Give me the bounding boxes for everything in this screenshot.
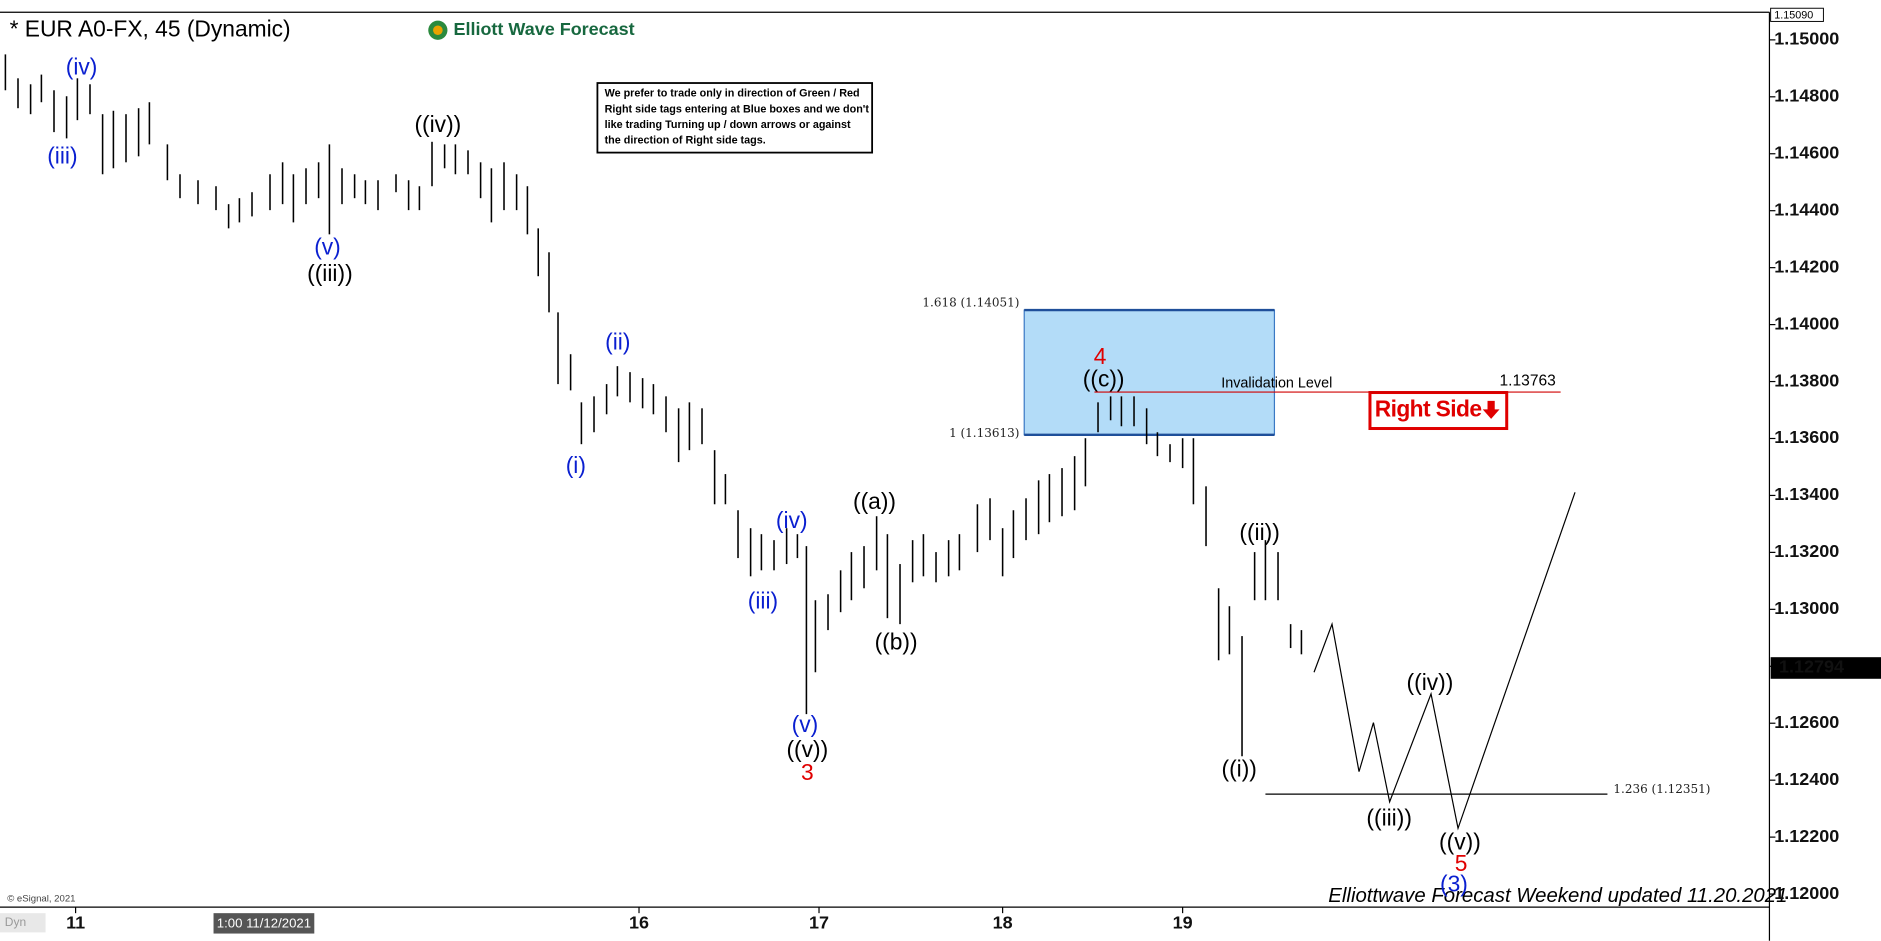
invalidation-label: Invalidation Level: [1221, 375, 1332, 391]
x-tick-label: 11: [66, 913, 85, 933]
wave-label: (v): [792, 711, 819, 737]
wave-label: ((i)): [1221, 755, 1256, 781]
y-tick-label: 1.12400: [1774, 769, 1839, 789]
y-tick-label: 1.13400: [1774, 484, 1839, 504]
wave-label: (iii): [748, 587, 778, 613]
tag-arrow: [1482, 400, 1500, 419]
last-price-box: [1770, 657, 1881, 679]
extension-label: 1.236 (1.12351): [1613, 782, 1710, 796]
y-tick-label: 1.14600: [1774, 143, 1839, 163]
x-tick-label: 18: [993, 913, 1013, 933]
wave-label: 5: [1455, 850, 1468, 876]
note-line: We prefer to trade only in direction of …: [605, 88, 860, 100]
wave-label: (ii): [605, 328, 630, 354]
wave-label: ((c)): [1083, 366, 1125, 392]
logo-icon-core: [433, 25, 443, 36]
wave-label: ((v)): [1439, 829, 1481, 855]
wave-label: ((iv)): [414, 111, 461, 137]
y-tick-label: 1.13600: [1774, 427, 1839, 447]
chart-title: * EUR A0-FX, 45 (Dynamic): [10, 15, 291, 41]
wave-label: ((iii)): [1366, 805, 1412, 831]
invalidation-value: 1.13763: [1500, 372, 1556, 389]
wave-label: ((a)): [853, 488, 896, 514]
y-tick-label: 1.13200: [1774, 541, 1839, 561]
y-tick-label: 1.14400: [1774, 199, 1839, 219]
copyright: © eSignal, 2021: [7, 893, 75, 904]
y-tick-label: 1.12600: [1774, 712, 1839, 732]
wave-label: (i): [566, 452, 586, 478]
footer: Elliottwave Forecast Weekend updated 11.…: [1328, 885, 1787, 907]
note-line: the direction of Right side tags.: [605, 134, 766, 146]
wave-label: ((iv)): [1407, 669, 1454, 695]
y-tick-label: 1.14800: [1774, 86, 1839, 106]
note-line: Right side tags entering at Blue boxes a…: [605, 103, 870, 115]
mode-label: Dyn: [5, 915, 26, 929]
wave-label: ((ii)): [1239, 519, 1279, 545]
y-tick-label: 1.13000: [1774, 598, 1839, 618]
y-tick-label: 1.14000: [1774, 313, 1839, 333]
wave-label: (iv): [66, 54, 98, 80]
wave-label: (iii): [47, 142, 77, 168]
x-tick-label: 19: [1173, 913, 1193, 933]
projection-path: [1313, 492, 1576, 831]
cursor-time: 1:00 11/12/2021: [217, 915, 311, 930]
y-tick-label: 1.13800: [1774, 370, 1839, 390]
y-tick-label: 1.14200: [1774, 256, 1839, 276]
target-box: [1023, 309, 1276, 436]
top-marker-label: 1.15090: [1774, 9, 1813, 21]
brand: Elliott Wave Forecast: [453, 19, 634, 39]
wave-label: (iv): [776, 507, 808, 533]
x-tick-label: 16: [629, 913, 649, 933]
y-tick-label: 1.15000: [1774, 29, 1839, 49]
note-line: like trading Turning up / down arrows or…: [605, 119, 851, 131]
top-marker-box: [1770, 7, 1824, 22]
y-tick-label: 1.12000: [1774, 883, 1839, 903]
wave-label: ((iii)): [307, 260, 353, 286]
tag-label: Right Side: [1375, 396, 1482, 422]
cursor-box: [213, 913, 315, 934]
wave-label: ((v)): [786, 736, 828, 762]
wave-label: 4: [1094, 343, 1107, 369]
mode-box: [0, 913, 46, 933]
wave-label: (3): [1440, 871, 1468, 897]
wave-label: 3: [801, 759, 814, 785]
box-bottom-label: 1 (1.13613): [949, 426, 1019, 440]
last-price-label: 1.12794: [1779, 657, 1844, 677]
box-top-label: 1.618 (1.14051): [922, 295, 1019, 309]
y-tick-label: 1.12200: [1774, 826, 1839, 846]
wave-label: ((b)): [875, 628, 918, 654]
wave-label: (v): [314, 234, 341, 260]
note-box: [596, 82, 874, 154]
x-tick-label: 17: [809, 913, 829, 933]
